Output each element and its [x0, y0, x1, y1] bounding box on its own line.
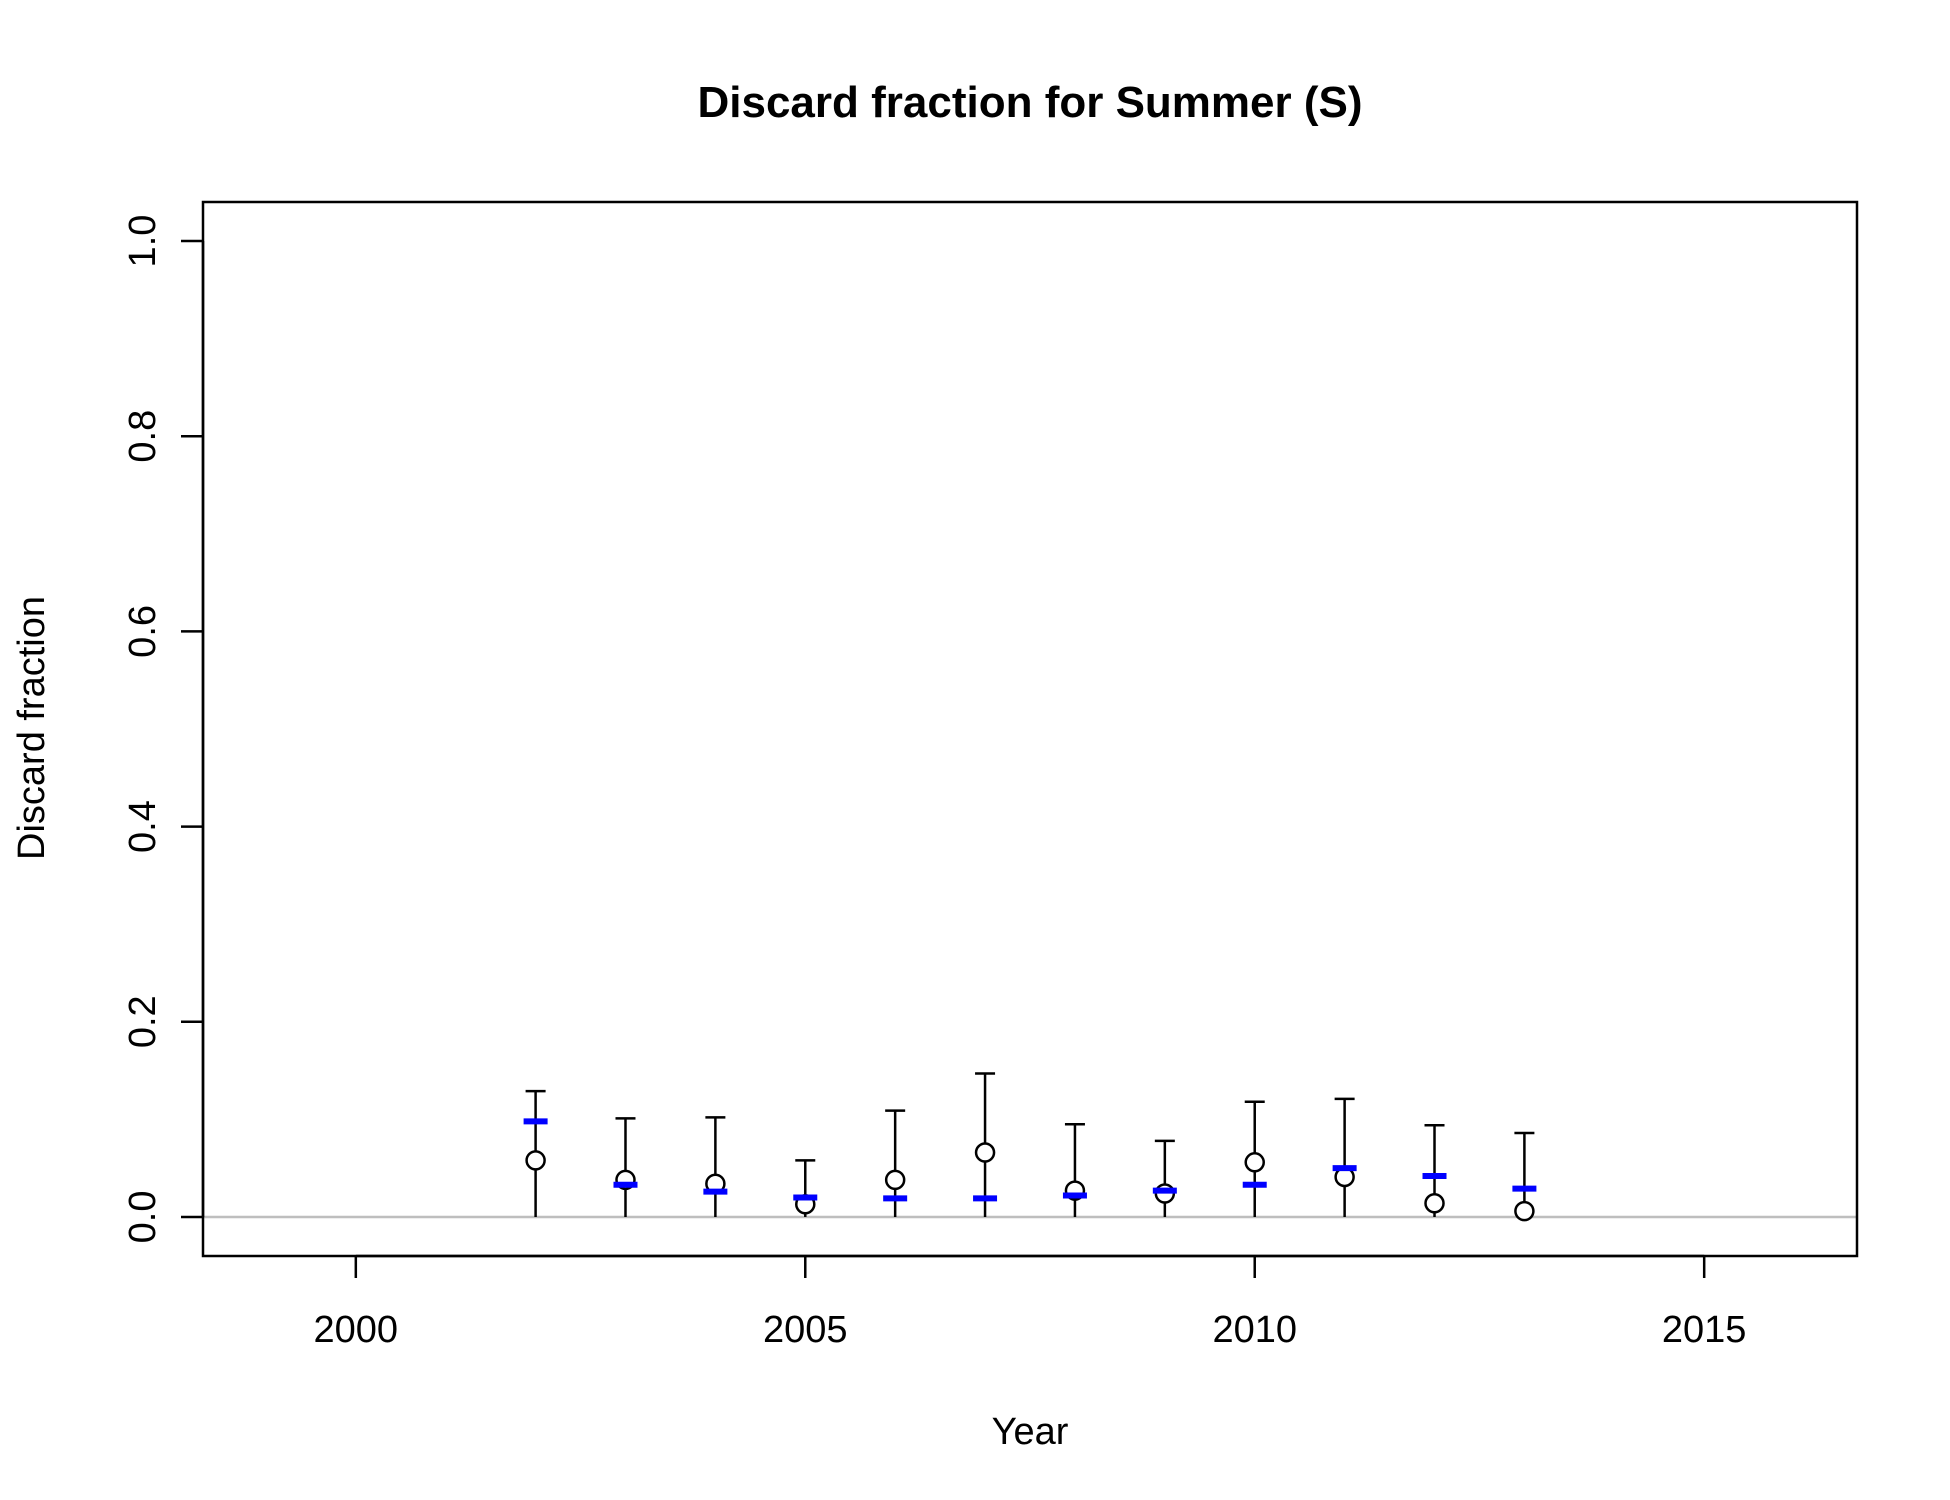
x-tick-label-2000: 2000: [314, 1309, 399, 1351]
y-tick-label-1.0: 1.0: [122, 215, 164, 268]
data-marks-layer: [523, 1072, 1537, 1222]
y-axis-label: Discard fraction: [11, 596, 53, 860]
observed-point-2006: [884, 1169, 906, 1191]
axes-layer: 2000 2005 2010 2015 0.0 0.2 0.4 0.6 0.8 1.0: [122, 215, 1746, 1351]
y-tick-label-0.8: 0.8: [122, 410, 164, 463]
observed-point-2013: [1514, 1200, 1535, 1222]
x-tick-label-2015: 2015: [1662, 1309, 1747, 1351]
x-tick-label-2005: 2005: [763, 1309, 848, 1351]
plot-frame: [201, 200, 1859, 1258]
chart-title: Discard fraction for Summer (S): [697, 78, 1362, 127]
observed-point-2002: [525, 1150, 546, 1171]
y-tick-label-0.6: 0.6: [122, 605, 164, 658]
y-tick-label-0.4: 0.4: [122, 800, 164, 853]
observed-point-2007: [974, 1142, 996, 1163]
x-tick-label-2010: 2010: [1212, 1309, 1297, 1351]
y-tick-label-0.0: 0.0: [122, 1191, 164, 1244]
x-axis-label: Year: [992, 1411, 1069, 1453]
observed-point-2012: [1424, 1193, 1445, 1214]
y-tick-label-0.2: 0.2: [122, 995, 164, 1048]
observed-point-2010: [1244, 1152, 1265, 1173]
